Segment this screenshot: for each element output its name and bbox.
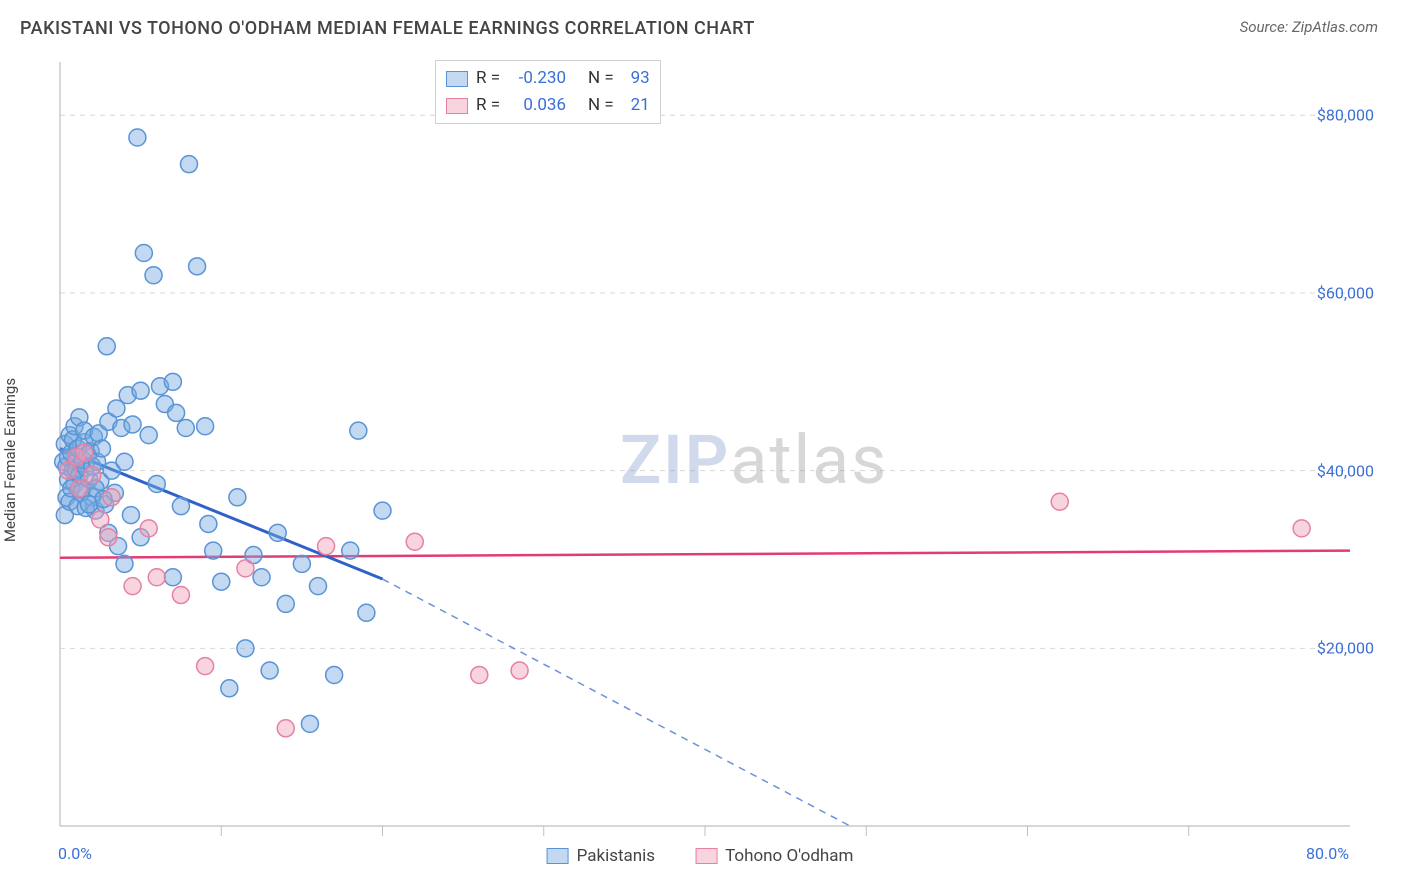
legend-swatch (446, 71, 468, 87)
legend-n-value: 21 (622, 92, 650, 119)
legend-stat-row: R = 0.036 N = 21 (446, 92, 650, 119)
legend-r-label: R = (476, 65, 500, 92)
legend-n-label: N = (588, 92, 614, 119)
legend-r-value: -0.230 (508, 65, 566, 92)
legend-swatch (446, 98, 468, 114)
legend-swatch (695, 848, 717, 864)
legend-n-value: 93 (622, 65, 650, 92)
chart-container: Median Female Earnings ZIPatlas R = -0.2… (20, 50, 1380, 870)
series-name: Pakistanis (577, 846, 656, 866)
series-legend: Pakistanis Tohono O'odham (547, 846, 854, 866)
series-legend-item: Pakistanis (547, 846, 656, 866)
legend-r-value: 0.036 (508, 92, 566, 119)
source-attribution: Source: ZipAtlas.com (1240, 18, 1378, 36)
scatter-plot (20, 50, 1380, 870)
y-axis-label: Median Female Earnings (1, 378, 19, 542)
x-axis-start-label: 0.0% (58, 844, 92, 863)
legend-stat-row: R = -0.230 N = 93 (446, 65, 650, 92)
legend-swatch (547, 848, 569, 864)
series-legend-item: Tohono O'odham (695, 846, 853, 866)
x-axis-end-label: 80.0% (1306, 844, 1349, 863)
legend-n-label: N = (588, 65, 614, 92)
correlation-stats-legend: R = -0.230 N = 93 R = 0.036 N = 21 (435, 60, 661, 124)
series-name: Tohono O'odham (725, 846, 853, 866)
legend-r-label: R = (476, 92, 500, 119)
chart-title: PAKISTANI VS TOHONO O'ODHAM MEDIAN FEMAL… (20, 18, 755, 39)
